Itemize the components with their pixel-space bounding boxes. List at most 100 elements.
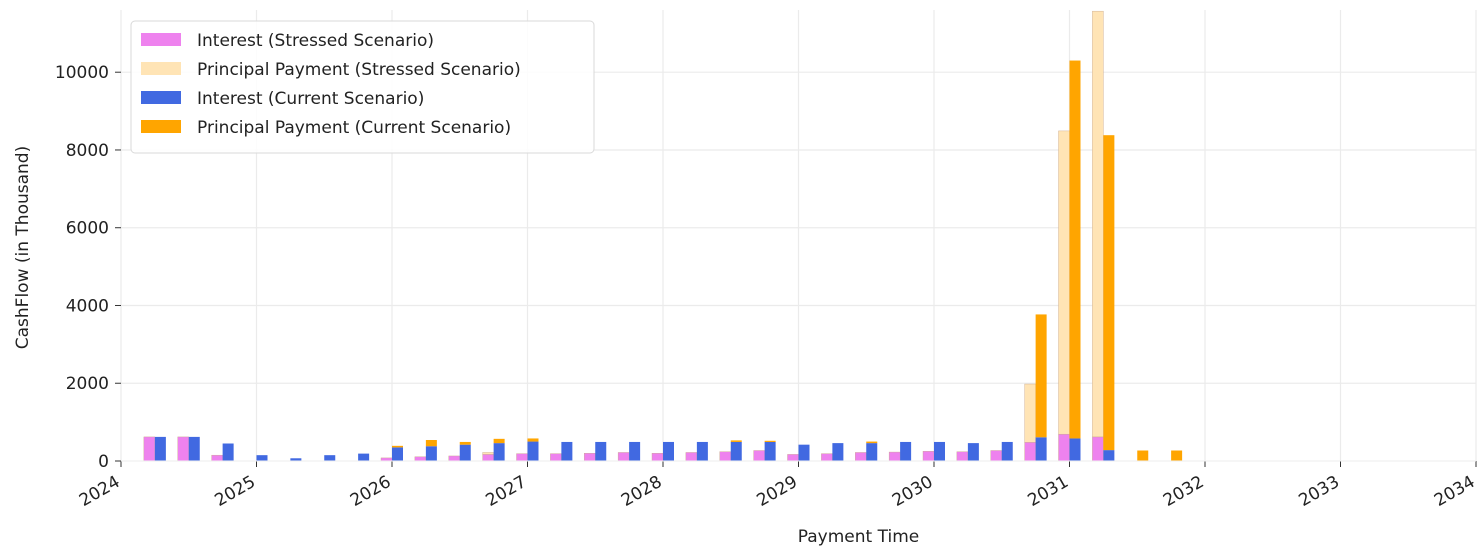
legend-label: Interest (Stressed Scenario) bbox=[197, 31, 434, 51]
bar-current-principal bbox=[1103, 135, 1115, 451]
bar-current-principal bbox=[1137, 450, 1149, 461]
x-tick-label: 2033 bbox=[1296, 472, 1343, 511]
bar-stressed-principal bbox=[1024, 383, 1036, 443]
bar-current-interest bbox=[392, 447, 403, 461]
bar-current-interest bbox=[1069, 438, 1081, 461]
bar-stressed-interest bbox=[550, 453, 562, 462]
bar-current-interest bbox=[1103, 450, 1115, 461]
y-tick-label: 2000 bbox=[66, 374, 109, 394]
bar-current-interest bbox=[730, 441, 742, 461]
x-tick-label: 2030 bbox=[889, 472, 936, 511]
bar-stressed-interest bbox=[855, 452, 867, 462]
legend-swatch bbox=[141, 120, 181, 133]
bar-stressed-interest bbox=[1092, 436, 1104, 462]
bar-current-principal bbox=[1171, 450, 1183, 461]
x-tick-label: 2028 bbox=[618, 472, 665, 511]
bar-current-principal bbox=[392, 445, 403, 448]
bar-stressed-interest bbox=[888, 451, 901, 462]
bar-current-interest bbox=[967, 443, 979, 461]
bar-current-interest bbox=[832, 443, 844, 461]
bar-current-interest bbox=[1035, 437, 1047, 461]
bar-stressed-interest bbox=[787, 454, 799, 462]
x-tick-label: 2025 bbox=[212, 472, 259, 511]
bar-stressed-interest bbox=[617, 452, 630, 462]
bar-current-principal bbox=[1069, 60, 1081, 439]
bar-stressed-interest bbox=[753, 450, 765, 462]
bar-current-interest bbox=[900, 441, 912, 461]
bar-current-principal bbox=[866, 441, 878, 444]
bar-stressed-interest bbox=[516, 453, 528, 462]
bar-stressed-principal bbox=[482, 452, 494, 455]
bar-stressed-interest bbox=[1058, 433, 1070, 462]
bar-stressed-principal bbox=[1058, 130, 1070, 435]
legend-label: Interest (Current Scenario) bbox=[197, 89, 424, 109]
legend-label: Principal Payment (Stressed Scenario) bbox=[197, 60, 521, 80]
bar-current-interest bbox=[798, 444, 810, 461]
bar-current-interest bbox=[425, 446, 437, 461]
bar-stressed-interest bbox=[143, 436, 156, 462]
x-tick-label: 2026 bbox=[347, 472, 394, 511]
bar-current-principal bbox=[493, 438, 505, 444]
y-tick-label: 10000 bbox=[55, 63, 109, 83]
bar-stressed-principal bbox=[1092, 10, 1104, 438]
bar-current-interest bbox=[290, 458, 302, 461]
bar-current-interest bbox=[324, 455, 336, 461]
legend-swatch bbox=[141, 62, 181, 75]
bar-stressed-interest bbox=[177, 436, 189, 462]
bar-current-interest bbox=[934, 441, 945, 461]
x-tick-label: 2029 bbox=[754, 472, 801, 511]
y-tick-label: 6000 bbox=[66, 219, 109, 239]
bar-stressed-interest bbox=[990, 450, 1002, 462]
bar-current-interest bbox=[188, 436, 200, 461]
bar-current-principal bbox=[425, 440, 437, 447]
bar-stressed-interest bbox=[685, 452, 698, 462]
bar-current-interest bbox=[358, 453, 370, 461]
legend: Interest (Stressed Scenario) Principal Pa… bbox=[130, 20, 595, 154]
bar-current-interest bbox=[561, 441, 573, 461]
y-axis-label: CashFlow (in Thousand) bbox=[13, 146, 33, 349]
bar-current-principal bbox=[730, 440, 742, 442]
legend-label: Principal Payment (Current Scenario) bbox=[197, 118, 511, 138]
legend-box bbox=[130, 20, 595, 154]
legend-swatch bbox=[141, 33, 181, 46]
bar-current-interest bbox=[222, 443, 234, 461]
bar-current-interest bbox=[663, 441, 674, 461]
bar-current-principal bbox=[764, 440, 776, 442]
bar-current-interest bbox=[493, 443, 505, 461]
y-tick-label: 4000 bbox=[66, 296, 109, 316]
y-tick-label: 0 bbox=[98, 452, 109, 472]
bar-stressed-interest bbox=[821, 453, 833, 462]
x-tick-label: 2024 bbox=[76, 472, 123, 511]
x-tick-label: 2027 bbox=[483, 472, 530, 511]
x-tick-label: 2034 bbox=[1431, 472, 1478, 511]
legend-swatch bbox=[141, 91, 181, 104]
bar-current-interest bbox=[696, 441, 708, 461]
bar-current-interest bbox=[629, 441, 641, 461]
bar-stressed-interest bbox=[922, 451, 935, 462]
bar-stressed-interest bbox=[651, 453, 664, 462]
bar-current-interest bbox=[595, 441, 607, 461]
bar-stressed-interest bbox=[1024, 442, 1036, 462]
bars bbox=[143, 10, 1183, 462]
bar-current-interest bbox=[256, 455, 268, 461]
bar-current-interest bbox=[154, 436, 166, 461]
x-tick-label: 2032 bbox=[1160, 472, 1207, 511]
bar-stressed-interest bbox=[211, 454, 223, 462]
x-axis-label: Payment Time bbox=[798, 527, 919, 546]
bar-stressed-interest bbox=[414, 456, 427, 462]
bar-stressed-interest bbox=[482, 454, 494, 462]
bar-current-interest bbox=[1001, 441, 1013, 461]
bar-current-principal bbox=[527, 438, 539, 442]
x-tick-label: 2031 bbox=[1025, 472, 1072, 511]
y-tick-label: 8000 bbox=[66, 141, 109, 161]
bar-current-interest bbox=[527, 441, 539, 461]
bar-current-interest bbox=[459, 444, 471, 461]
bar-current-interest bbox=[866, 443, 878, 461]
bar-stressed-interest bbox=[448, 455, 460, 462]
bar-stressed-interest bbox=[584, 453, 596, 462]
bar-current-principal bbox=[1035, 314, 1047, 438]
bar-current-principal bbox=[459, 441, 471, 445]
bar-current-interest bbox=[764, 441, 776, 461]
bar-stressed-interest bbox=[719, 451, 731, 462]
